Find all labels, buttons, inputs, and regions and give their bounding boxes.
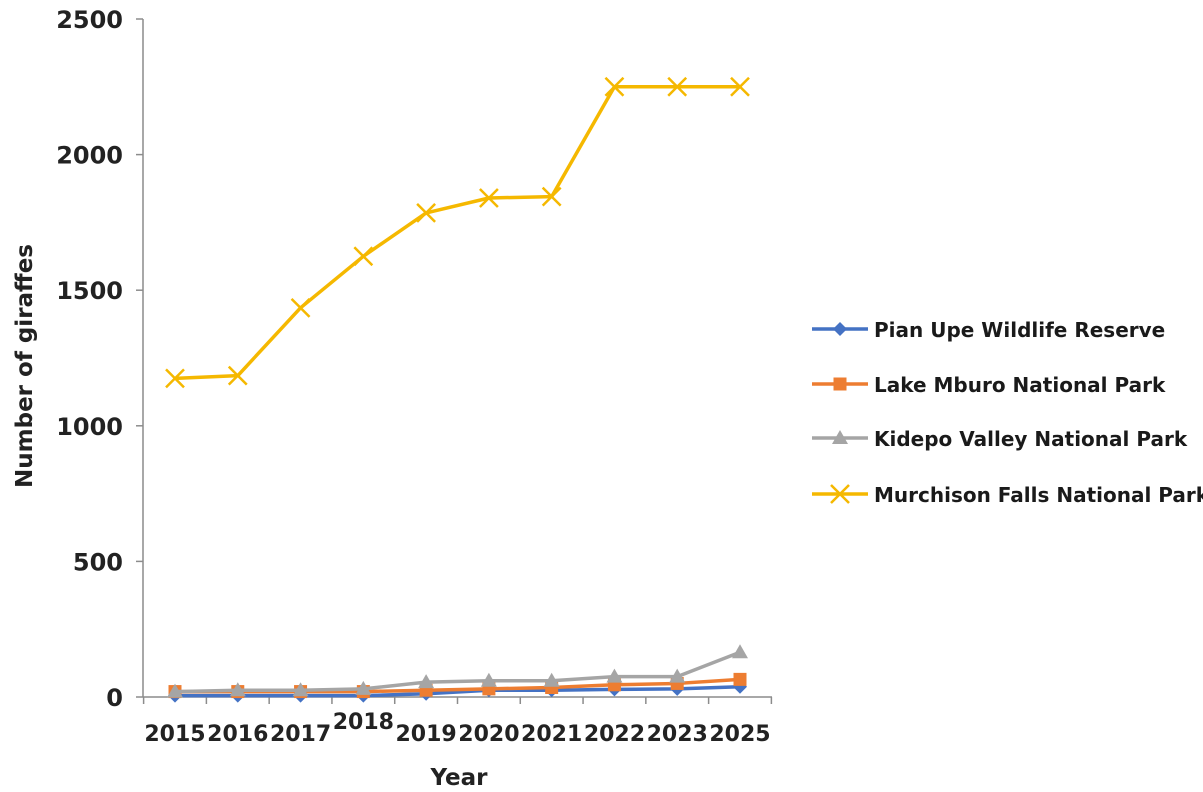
legend-item: Murchison Falls National Park <box>812 483 1203 507</box>
data-point <box>418 674 435 689</box>
data-point <box>541 186 562 207</box>
series-2 <box>167 644 748 698</box>
x-tick-label: 2018 <box>333 710 394 735</box>
y-axis-ticks: 0 500 1000 1500 2000 2500 <box>56 6 143 712</box>
data-point <box>353 246 374 267</box>
data-point <box>732 644 748 659</box>
data-point <box>667 76 688 97</box>
legend-item: Kidepo Valley National Park <box>812 427 1188 451</box>
x-tick-label: 2021 <box>521 722 582 747</box>
y-tick-label: 2000 <box>56 142 123 170</box>
legend-label: Pian Upe Wildlife Reserve <box>874 318 1165 342</box>
x-axis-title: Year <box>429 765 488 791</box>
y-tick-label: 0 <box>106 684 123 712</box>
data-point <box>669 668 686 683</box>
x-axis-ticks: 2015 2016 2017 2018 2019 2020 2021 2022 2023 2025 <box>142 697 773 747</box>
legend-item: Pian Upe Wildlife Reserve <box>812 318 1165 342</box>
x-tick-label: 2025 <box>709 722 770 747</box>
legend-label: Lake Mburo National Park <box>874 373 1166 397</box>
y-tick-label: 2500 <box>56 6 123 34</box>
data-point <box>606 668 623 683</box>
series-group <box>165 76 750 703</box>
data-point <box>229 682 246 697</box>
legend-label: Murchison Falls National Park <box>874 483 1203 507</box>
x-tick-label: 2017 <box>270 722 331 747</box>
legend-swatch-marker <box>832 430 848 444</box>
legend-item: Lake Mburo National Park <box>812 373 1166 397</box>
y-tick-label: 1000 <box>56 413 123 441</box>
x-tick-label: 2022 <box>584 722 645 747</box>
series-line <box>173 684 742 698</box>
series-3 <box>165 76 750 389</box>
legend-swatch-marker <box>833 377 847 391</box>
data-point <box>290 297 311 318</box>
data-point <box>730 76 750 97</box>
data-point <box>543 672 560 687</box>
data-point <box>167 683 183 698</box>
series-line <box>173 85 742 381</box>
data-point <box>165 368 185 389</box>
data-point <box>733 672 747 686</box>
series-line <box>173 650 742 694</box>
x-tick-label: 2020 <box>458 722 519 747</box>
y-tick-label: 500 <box>73 548 123 576</box>
x-tick-label: 2023 <box>647 722 708 747</box>
x-tick-label: 2019 <box>395 722 456 747</box>
legend-label: Kidepo Valley National Park <box>874 427 1188 451</box>
legend-swatch-marker <box>833 322 847 336</box>
data-point <box>604 76 625 97</box>
y-tick-label: 1500 <box>56 277 123 305</box>
data-point <box>227 365 248 386</box>
y-axis-title: Number of giraffes <box>12 244 38 488</box>
legend-swatch-marker <box>830 484 850 504</box>
data-point <box>292 682 309 697</box>
data-point <box>416 203 436 223</box>
data-point <box>480 672 497 687</box>
data-point <box>479 188 499 208</box>
data-point <box>355 680 372 695</box>
legend: Pian Upe Wildlife Reserve Lake Mburo Nati… <box>812 318 1203 507</box>
x-tick-label: 2015 <box>144 722 205 747</box>
axes <box>142 19 772 698</box>
x-tick-label: 2016 <box>207 722 268 747</box>
